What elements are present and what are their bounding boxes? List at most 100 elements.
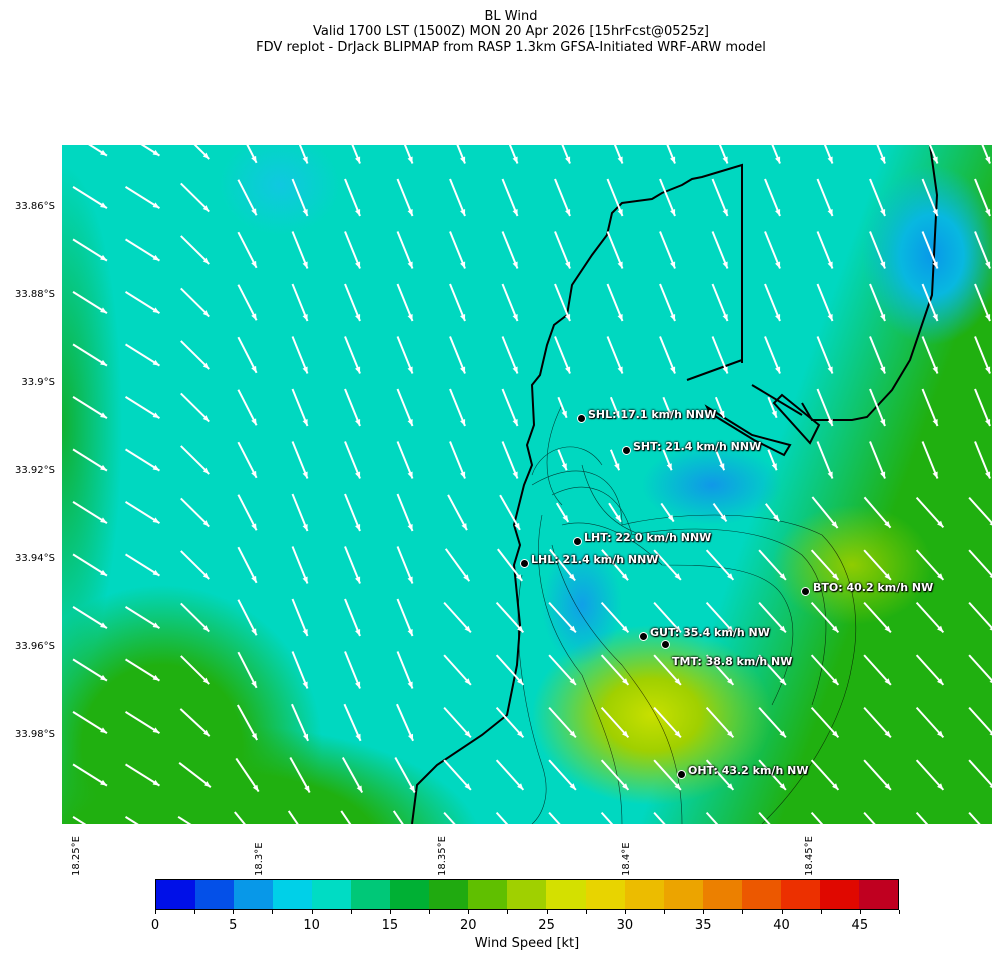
wind-arrow bbox=[501, 283, 519, 322]
wind-arrow bbox=[237, 546, 258, 584]
wind-arrow bbox=[810, 601, 840, 634]
wind-arrow-head bbox=[617, 366, 623, 374]
station-dot-sht[interactable] bbox=[622, 446, 631, 455]
wind-arrow bbox=[449, 441, 466, 479]
wind-arrow bbox=[396, 703, 414, 742]
wind-arrow bbox=[291, 441, 309, 479]
station-dot-lhl[interactable] bbox=[520, 559, 529, 568]
wind-arrow bbox=[764, 231, 781, 269]
wind-arrow bbox=[921, 178, 939, 217]
colorbar-tick bbox=[624, 910, 626, 914]
wind-arrow bbox=[291, 493, 309, 532]
wind-arrow bbox=[915, 759, 945, 791]
wind-arrow-head bbox=[880, 471, 886, 479]
wind-arrow-head bbox=[569, 730, 576, 738]
colorbar-tick bbox=[155, 910, 156, 914]
station-dot-shl[interactable] bbox=[577, 414, 586, 423]
wind-arrow-head bbox=[622, 625, 629, 633]
wind-arrow-head bbox=[727, 573, 734, 580]
wind-arrow bbox=[816, 336, 834, 374]
wind-arrow-head bbox=[152, 569, 160, 576]
wind-arrow bbox=[72, 291, 108, 314]
wind-arrow-head bbox=[152, 254, 160, 261]
wind-arrow-head bbox=[771, 410, 777, 418]
colorbar-tick bbox=[546, 910, 548, 914]
station-dot-oht[interactable] bbox=[677, 770, 686, 779]
wind-map[interactable] bbox=[62, 145, 992, 824]
wind-arrow bbox=[653, 654, 682, 686]
wind-arrow-head bbox=[463, 574, 470, 582]
wind-arrow-head bbox=[460, 156, 466, 164]
wind-arrow-head bbox=[622, 678, 629, 685]
wind-arrow-head bbox=[251, 733, 258, 741]
station-dot-gut[interactable] bbox=[639, 632, 648, 641]
wind-arrow bbox=[653, 601, 682, 634]
wind-arrow-head bbox=[512, 314, 518, 322]
wind-arrow bbox=[444, 548, 471, 582]
wind-arrow bbox=[758, 706, 787, 739]
wind-arrow bbox=[659, 178, 676, 217]
wind-arrow-head bbox=[302, 681, 308, 689]
wind-arrow-head bbox=[622, 783, 629, 790]
wind-arrow bbox=[179, 708, 211, 737]
wind-arrow bbox=[125, 658, 160, 682]
wind-arrow-head bbox=[512, 156, 518, 164]
harbour-coast bbox=[686, 145, 939, 421]
wind-arrow bbox=[125, 396, 160, 419]
wind-arrow-head bbox=[407, 419, 413, 427]
wind-arrow-head bbox=[355, 366, 361, 374]
wind-arrow-head bbox=[561, 410, 567, 418]
wind-arrow bbox=[289, 757, 311, 793]
wind-arrow-head bbox=[569, 783, 576, 790]
wind-arrow-head bbox=[460, 419, 466, 427]
wind-arrow-head bbox=[512, 366, 518, 374]
wind-arrow-head bbox=[832, 730, 839, 738]
wind-arrow bbox=[974, 231, 991, 269]
wind-arrow bbox=[968, 706, 992, 735]
wind-arrow-head bbox=[562, 514, 569, 522]
wind-arrow-head bbox=[304, 785, 310, 793]
wind-arrow bbox=[869, 441, 886, 479]
wind-arrow-head bbox=[407, 209, 413, 217]
wind-arrow-head bbox=[356, 785, 363, 793]
wind-arrow-head bbox=[460, 314, 466, 322]
wind-arrow bbox=[396, 546, 414, 584]
wind-arrow-head bbox=[827, 156, 833, 164]
wind-arrow-head bbox=[565, 209, 571, 217]
wind-arrow-head bbox=[568, 573, 576, 581]
station-dot-tmt[interactable] bbox=[661, 640, 670, 649]
colorbar-tick bbox=[389, 910, 391, 914]
x-tick: 18.4°E bbox=[621, 842, 632, 876]
wind-arrow-head bbox=[512, 419, 518, 427]
wind-arrow bbox=[869, 336, 886, 374]
wind-arrow bbox=[501, 388, 519, 427]
station-label-oht: OHT: 43.2 km/h NW bbox=[688, 764, 809, 777]
wind-arrow bbox=[180, 497, 210, 528]
wind-arrow-head bbox=[407, 366, 413, 374]
wind-arrow-head bbox=[204, 781, 211, 788]
wind-arrow-head bbox=[670, 366, 676, 374]
wind-arrow-head bbox=[302, 209, 308, 217]
wind-arrow-head bbox=[302, 419, 308, 427]
wind-arrow-head bbox=[569, 678, 576, 685]
wind-arrow-head bbox=[727, 730, 734, 738]
wind-arrow bbox=[140, 145, 160, 157]
station-dot-bto[interactable] bbox=[801, 587, 810, 596]
wind-arrow-head bbox=[880, 419, 886, 427]
wind-arrow bbox=[548, 811, 561, 824]
wind-arrow bbox=[863, 549, 892, 581]
wind-arrow bbox=[456, 145, 466, 164]
wind-arrow bbox=[344, 441, 361, 479]
wind-arrow-head bbox=[202, 205, 210, 212]
wind-arrow-head bbox=[460, 471, 466, 479]
wind-arrow-head bbox=[302, 576, 308, 584]
station-dot-lht[interactable] bbox=[573, 537, 582, 546]
wind-arrow bbox=[666, 145, 676, 164]
wind-arrow bbox=[396, 283, 414, 322]
colorbar-tick bbox=[859, 910, 861, 914]
wind-arrow-head bbox=[152, 149, 160, 156]
wind-arrow-head bbox=[355, 733, 361, 741]
wind-arrow bbox=[810, 549, 840, 581]
wind-arrow bbox=[396, 493, 414, 532]
colorbar-tick-label: 15 bbox=[381, 918, 399, 933]
